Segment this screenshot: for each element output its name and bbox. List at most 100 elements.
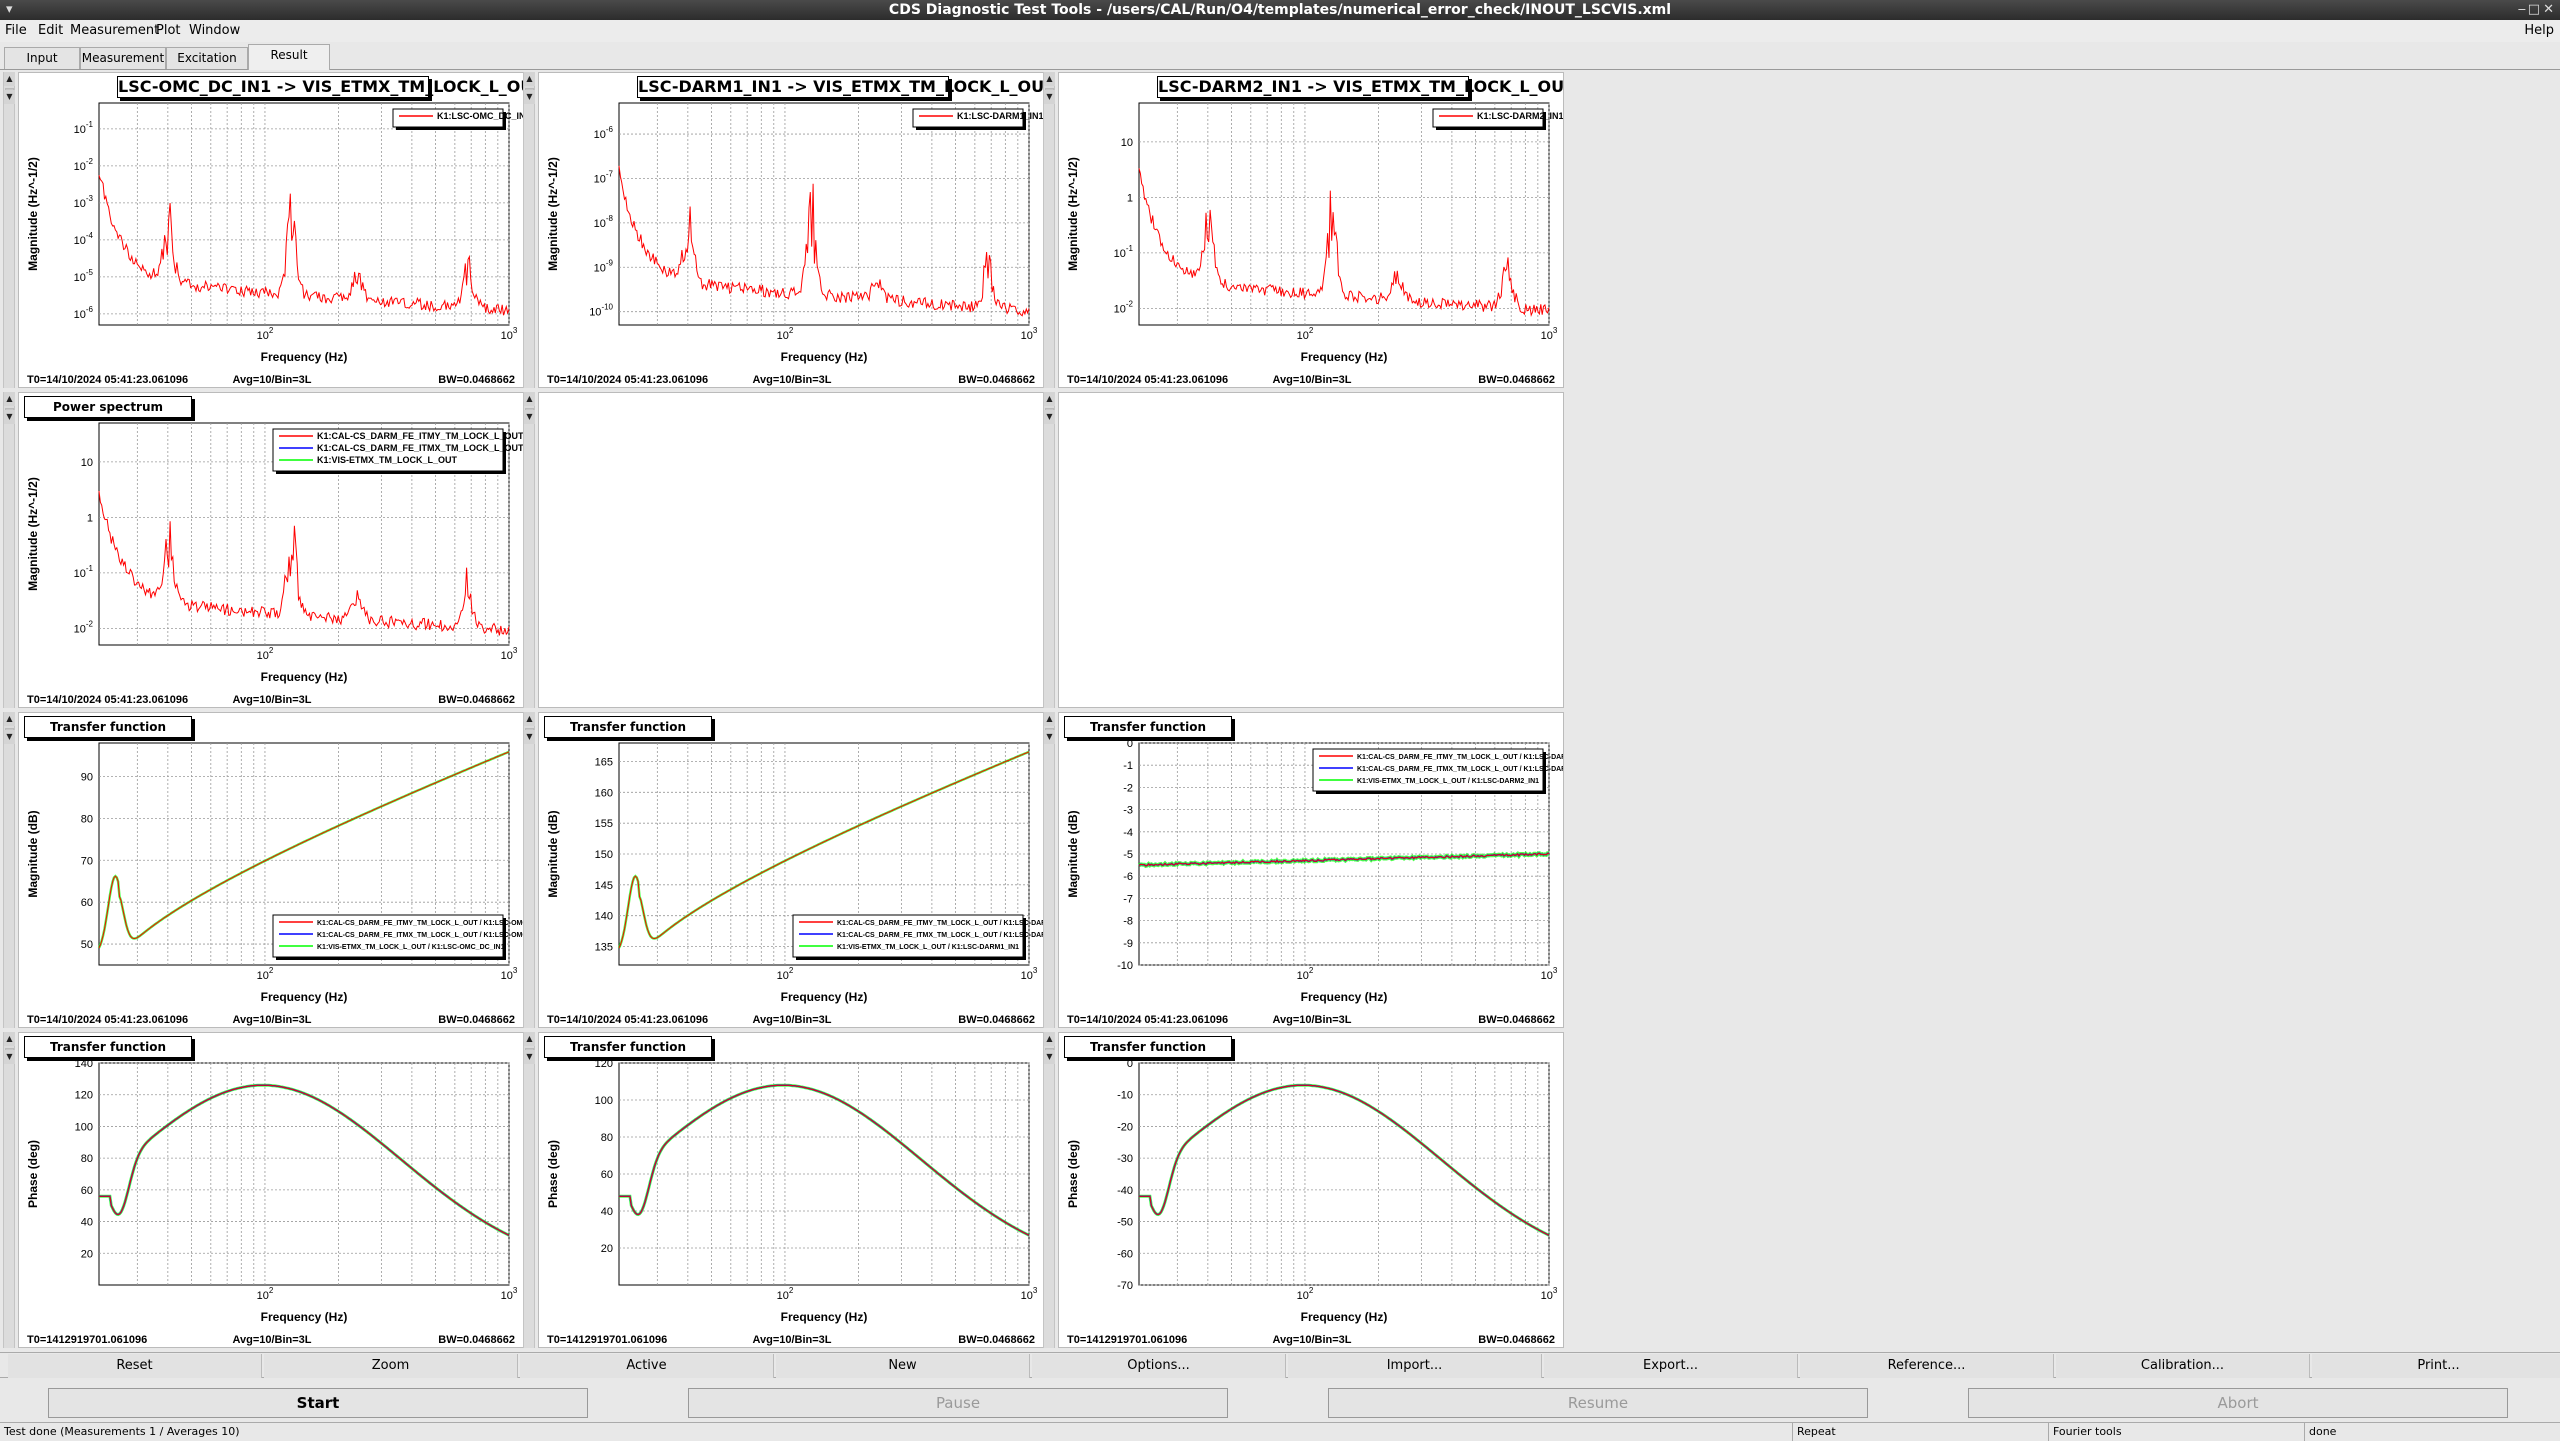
tab-excitation[interactable]: Excitation	[166, 47, 248, 69]
active-button[interactable]: Active	[520, 1354, 774, 1378]
scroll-up-icon[interactable]: ▲	[1044, 1032, 1055, 1046]
scroll-up-icon[interactable]: ▲	[1044, 392, 1055, 406]
export-button[interactable]: Export...	[1544, 1354, 1798, 1378]
footer-avg: Avg=10/Bin=3L	[1272, 374, 1351, 386]
scroll-up-icon[interactable]: ▲	[1044, 712, 1055, 726]
legend-entry: K1:CAL-CS_DARM_FE_ITMY_TM_LOCK_L_OUT / K…	[1357, 754, 1564, 761]
plot-panel[interactable]: 20 40 60 80 100 120 102 103 Phase (deg) Frequency…	[538, 1032, 1044, 1348]
y-tick-label: 40	[601, 1206, 613, 1218]
menu-edit[interactable]: Edit	[38, 23, 64, 38]
minimize-icon[interactable]: ‒	[2517, 2, 2526, 17]
tab-measurement[interactable]: Measurement	[80, 47, 166, 69]
import-button[interactable]: Import...	[1288, 1354, 1542, 1378]
legend: K1:LSC-DARM1_IN1	[912, 108, 1043, 130]
scroll-down-icon[interactable]: ▼	[4, 90, 15, 104]
window-menu-icon[interactable]: ▾	[6, 2, 13, 17]
plot-frame	[98, 1062, 510, 1286]
tab-input[interactable]: Input	[4, 47, 80, 69]
panel-scrollbar[interactable]: ▲ ▼	[3, 712, 15, 1028]
scroll-down-icon[interactable]: ▼	[1044, 730, 1055, 744]
maximize-icon[interactable]: □	[2527, 2, 2540, 17]
plot-panel[interactable]: 50 60 70 80 90 102 103 Magnitude (dB) Frequency …	[18, 712, 524, 1028]
y-axis-label: Magnitude (Hz^-1/2)	[1066, 157, 1080, 271]
scroll-up-icon[interactable]: ▲	[524, 392, 535, 406]
scroll-down-icon[interactable]: ▼	[524, 410, 535, 424]
plot-panel[interactable]	[1058, 392, 1564, 708]
footer-bw: BW=0.0468662	[438, 374, 515, 386]
menu-plot[interactable]: Plot	[156, 23, 181, 38]
plot-panel[interactable]: 10-2 10-1 1 10 102 103 Magnitude (Hz^-1/2) Freq…	[18, 392, 524, 708]
close-icon[interactable]: ✕	[2543, 2, 2554, 17]
scroll-down-icon[interactable]: ▼	[4, 730, 15, 744]
y-tick-label: 10-9	[594, 258, 614, 274]
legend-entry: K1:CAL-CS_DARM_FE_ITMX_TM_LOCK_L_OUT / K…	[1357, 766, 1564, 773]
y-axis-label: Magnitude (dB)	[26, 810, 40, 897]
pause-button[interactable]: Pause	[688, 1388, 1228, 1418]
scroll-up-icon[interactable]: ▲	[4, 392, 15, 406]
scroll-up-icon[interactable]: ▲	[4, 72, 15, 86]
y-tick-label: 10-1	[74, 564, 94, 580]
menu-file[interactable]: File	[5, 23, 27, 38]
footer-t0: T0=14/10/2024 05:41:23.061096	[27, 1014, 188, 1026]
scroll-down-icon[interactable]: ▼	[1044, 1050, 1055, 1064]
scroll-down-icon[interactable]: ▼	[1044, 90, 1055, 104]
menu-window[interactable]: Window	[189, 23, 241, 38]
zoom-button[interactable]: Zoom	[264, 1354, 518, 1378]
panel-title: Transfer function	[1064, 716, 1232, 738]
plot-panel[interactable]: 10-10 10-9 10-8 10-7 10-6 102 103 Magnitude (Hz…	[538, 72, 1044, 388]
scroll-down-icon[interactable]: ▼	[1044, 410, 1055, 424]
scroll-down-icon[interactable]: ▼	[4, 410, 15, 424]
panel-scrollbar[interactable]: ▲ ▼	[523, 1032, 535, 1348]
plot-panel[interactable]: 10-2 10-1 1 10 102 103 Magnitude (Hz^-1/2) Freq…	[1058, 72, 1564, 388]
scroll-up-icon[interactable]: ▲	[524, 72, 535, 86]
panel-title: Transfer function	[24, 1036, 192, 1058]
footer-bw: BW=0.0468662	[958, 374, 1035, 386]
scroll-up-icon[interactable]: ▲	[4, 712, 15, 726]
scroll-up-icon[interactable]: ▲	[524, 1032, 535, 1046]
plot-panel[interactable]: 10-6 10-5 10-4 10-3 10-2 10-1 102 103 Magnitude …	[18, 72, 524, 388]
x-tick-label: 102	[777, 326, 794, 342]
y-tick-label: 120	[75, 1090, 93, 1102]
start-button[interactable]: Start	[48, 1388, 588, 1418]
abort-button[interactable]: Abort	[1968, 1388, 2508, 1418]
reset-button[interactable]: Reset	[8, 1354, 262, 1378]
panel-scrollbar[interactable]: ▲ ▼	[1043, 1032, 1055, 1348]
scroll-up-icon[interactable]: ▲	[524, 712, 535, 726]
resume-button[interactable]: Resume	[1328, 1388, 1868, 1418]
scroll-down-icon[interactable]: ▼	[524, 730, 535, 744]
options-button[interactable]: Options...	[1032, 1354, 1286, 1378]
plot-panel[interactable]: 20 40 60 80 100 120 140 102 103 Phase (deg) Freque…	[18, 1032, 524, 1348]
plot-panel[interactable]: -10 -9 -8 -7 -6 -5 -4 -3 -2 -1 0 102 103 Magnitude (d…	[1058, 712, 1564, 1028]
panel-scrollbar[interactable]: ▲ ▼	[3, 1032, 15, 1348]
new-button[interactable]: New	[776, 1354, 1030, 1378]
legend-entry: K1:VIS-ETMX_TM_LOCK_L_OUT / K1:LSC-OMC_D…	[317, 944, 505, 951]
reference-button[interactable]: Reference...	[1800, 1354, 2054, 1378]
plot-panel[interactable]: 135 140 145 150 155 160 165 102 103 Magnitude (dB…	[538, 712, 1044, 1028]
scroll-down-icon[interactable]: ▼	[524, 1050, 535, 1064]
series-line	[1138, 852, 1549, 867]
panel-scrollbar[interactable]: ▲ ▼	[3, 72, 15, 388]
panel-scrollbar[interactable]: ▲ ▼	[523, 72, 535, 388]
scroll-down-icon[interactable]: ▼	[524, 90, 535, 104]
calibration-button[interactable]: Calibration...	[2056, 1354, 2310, 1378]
menu-measurement[interactable]: Measurement	[70, 23, 160, 38]
y-tick-label: -10	[1117, 1090, 1133, 1102]
footer-t0: T0=14/10/2024 05:41:23.061096	[1067, 374, 1228, 386]
panel-scrollbar[interactable]: ▲ ▼	[523, 392, 535, 708]
scroll-down-icon[interactable]: ▼	[4, 1050, 15, 1064]
x-axis-label: Frequency (Hz)	[781, 1310, 868, 1324]
print-button[interactable]: Print...	[2312, 1354, 2560, 1378]
panel-scrollbar[interactable]: ▲ ▼	[1043, 392, 1055, 708]
plot-panel[interactable]	[538, 392, 1044, 708]
panel-scrollbar[interactable]: ▲ ▼	[3, 392, 15, 708]
y-tick-label: 60	[81, 1185, 93, 1197]
panel-scrollbar[interactable]: ▲ ▼	[523, 712, 535, 1028]
scroll-up-icon[interactable]: ▲	[1044, 72, 1055, 86]
plot-panel[interactable]: -70 -60 -50 -40 -30 -20 -10 0 102 103 Phase (deg) F…	[1058, 1032, 1564, 1348]
menu-help[interactable]: Help	[2524, 23, 2554, 38]
panel-scrollbar[interactable]: ▲ ▼	[1043, 72, 1055, 388]
scroll-up-icon[interactable]: ▲	[4, 1032, 15, 1046]
panel-scrollbar[interactable]: ▲ ▼	[1043, 712, 1055, 1028]
tab-result[interactable]: Result	[248, 44, 330, 70]
